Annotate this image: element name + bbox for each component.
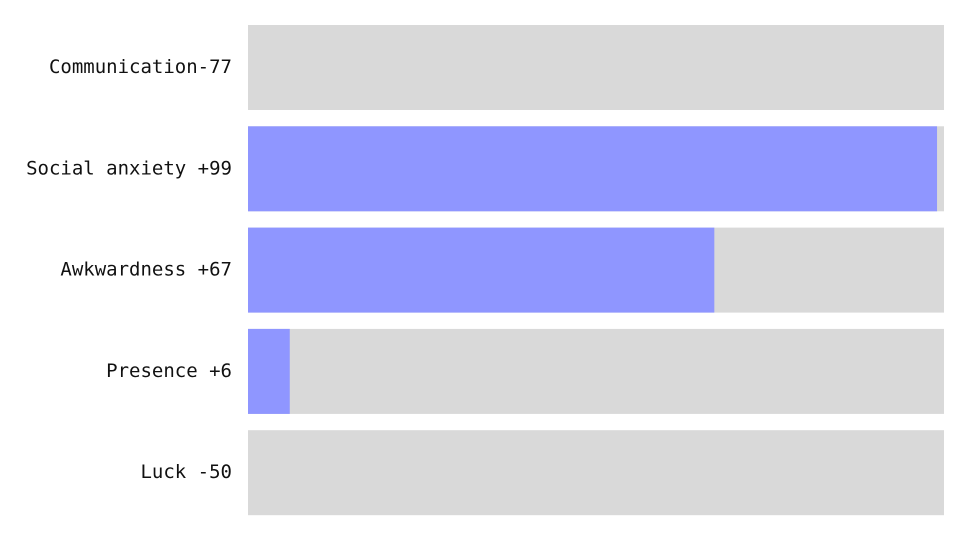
stat-label: Luck -50 xyxy=(140,461,232,483)
stat-label: Communication-77 xyxy=(49,56,232,78)
bar-fill xyxy=(248,328,290,414)
bar-track xyxy=(248,430,944,516)
bar-track xyxy=(248,328,944,414)
stat-label: Presence +6 xyxy=(106,360,232,382)
stat-label: Awkwardness +67 xyxy=(60,259,232,281)
bar-fill xyxy=(248,227,715,313)
bar-fill xyxy=(248,126,938,212)
stat-label: Social anxiety +99 xyxy=(26,157,232,179)
bar-track xyxy=(248,25,944,110)
